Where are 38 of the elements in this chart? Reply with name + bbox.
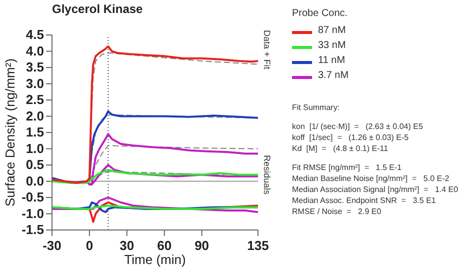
y-axis-title: Surface Density (ng/mm²) [2,58,18,207]
text: Median Assoc. Endpoint SNR = 3.5 E1 [292,195,437,206]
y-tick-label: 0.5 [26,157,44,172]
text: koff [1/sec] = (1.26 ± 0.03) E-5 [292,132,410,143]
y-tick-label: 1.5 [26,124,44,140]
chart-title: Glycerol Kinase [52,2,143,16]
x-tick-label: 0 [86,238,94,253]
legend-label: 3.7 nM [318,70,349,81]
y-tick-label: 4.0 [26,43,44,58]
y-tick-label: -1.5 [22,222,44,237]
y-tick-label: 4.5 [26,27,44,42]
text: Median Baseline Noise [ng/mm²] = 5.0 E-2 [292,173,450,184]
x-tick-label: 135 [247,238,269,253]
text: Fit Summary: [292,102,341,113]
y-tick-label: -1.0 [22,206,44,221]
text: Kd [M] = (4.8 ± 0.1) E-11 [292,143,390,154]
x-axis-title: Time (min) [124,252,186,267]
legend-label: 33 nM [318,40,346,51]
legend-title: Probe Conc. [292,8,349,19]
text: Fit RMSE [ng/mm²] = 1.5 E-1 [292,162,403,173]
text: RMSE / Noise = 2.9 E0 [292,206,382,217]
y-tick-label: 2.0 [26,108,44,124]
text: Data + Fit [262,30,272,70]
x-tick-label: 90 [194,238,210,253]
x-tick-label: 60 [157,238,172,253]
x-tick-label: -30 [42,238,62,253]
legend-label: 87 nM [318,25,346,36]
x-tick-label: 30 [120,238,134,253]
text: kon [1/ (sec·M)] = (2.63 ± 0.04) E5 [292,121,424,132]
y-tick-label: 3.5 [26,60,44,74]
text: Residuals [262,155,272,195]
y-tick-label: 0.0 [26,173,44,188]
legend-label: 11 nM [318,55,346,66]
y-tick-label: 1.0 [26,140,44,156]
y-tick-label: -0.5 [22,190,44,204]
text: Median Association Signal [ng/mm²] = 1.4 E0 [292,184,458,195]
y-tick-label: 2.5 [26,92,44,107]
y-tick-label: 3.0 [26,76,44,91]
